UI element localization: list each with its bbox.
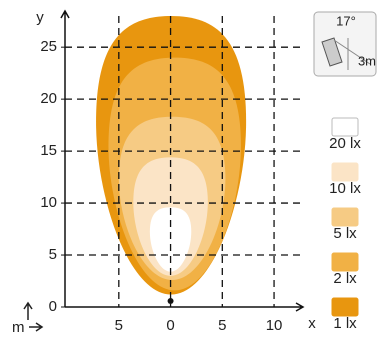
isolux-contour bbox=[149, 207, 192, 272]
x-tick-label: 5 bbox=[218, 317, 226, 334]
legend-swatch bbox=[331, 162, 359, 182]
light-source bbox=[167, 298, 174, 304]
mount-angle: 17° bbox=[336, 13, 356, 28]
y-axis-label: y bbox=[36, 9, 44, 26]
legend-label: 5 lx bbox=[333, 225, 357, 242]
legend-label: 10 lx bbox=[329, 180, 361, 197]
legend-label: 20 lx bbox=[329, 135, 361, 152]
mount-icon: 17° 3m bbox=[313, 11, 377, 77]
legend-swatch bbox=[331, 117, 359, 137]
x-tick-label: 0 bbox=[166, 317, 174, 334]
y-tick-label: 5 bbox=[49, 246, 57, 263]
x-tick-label: 10 bbox=[266, 317, 283, 334]
y-tick-label: 25 bbox=[40, 38, 57, 55]
x-tick-label: 5 bbox=[115, 317, 123, 334]
y-tick-label: 15 bbox=[40, 142, 57, 159]
legend-swatch bbox=[331, 207, 359, 227]
icon-lamp bbox=[321, 37, 343, 67]
legend-swatch bbox=[331, 252, 359, 272]
unit-label: m bbox=[12, 319, 25, 336]
legend-label: 1 lx bbox=[333, 315, 357, 332]
legend-label: 2 lx bbox=[333, 270, 357, 287]
legend-swatch bbox=[331, 297, 359, 317]
x-axis-label: x bbox=[308, 315, 316, 332]
axes bbox=[60, 9, 305, 312]
icon-ray bbox=[333, 39, 371, 65]
unit-arrows bbox=[23, 301, 44, 332]
y-tick-label: 20 bbox=[40, 90, 57, 107]
y-tick-label: 10 bbox=[40, 194, 57, 211]
mount-height: 3m bbox=[358, 53, 376, 68]
y-tick-label: 0 bbox=[49, 298, 57, 315]
